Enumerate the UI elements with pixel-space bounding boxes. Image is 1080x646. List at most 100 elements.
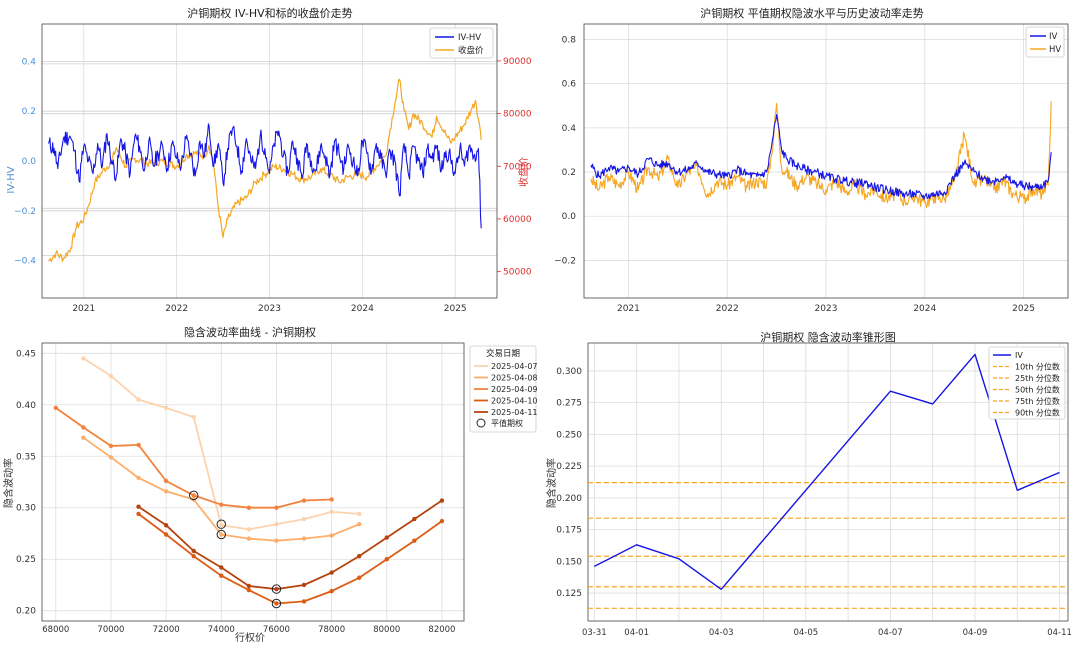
iv-hv-trend-chart: 沪铜期权 平值期权隐波水平与历史波动率走势 2021 2022 2023 2024 20… (554, 6, 1069, 314)
legend-label: 收盘价 (458, 45, 484, 56)
x-tick-label: 2024 (913, 304, 936, 314)
y-tick-label: 0.45 (16, 349, 36, 359)
x-tick-label: 04-05 (793, 628, 818, 638)
smile-point (163, 405, 169, 411)
smile-point (274, 538, 279, 543)
smile-point (246, 527, 252, 532)
chart-title: 隐含波动率曲线 - 沪铜期权 (184, 325, 316, 339)
smile-point (136, 475, 141, 481)
x-tick-label: 78000 (318, 625, 345, 635)
x-tick-label: 68000 (42, 625, 69, 635)
y-axis-label: 隐含波动率 (545, 458, 558, 508)
smile-point (329, 588, 334, 594)
plot-frame (41, 342, 465, 622)
x-tick-label: 04-09 (963, 628, 988, 638)
plot-frame (583, 23, 1069, 299)
x-tick-label: 03-31 (582, 628, 607, 638)
y-tick-label: 0.175 (556, 526, 582, 536)
iv-hv-line (47, 123, 482, 229)
smile-point (81, 435, 86, 440)
x-tick-label: 04-01 (624, 628, 649, 638)
x-tick-label: 70000 (97, 625, 124, 635)
y-tick-label: 0.200 (556, 494, 582, 504)
x-axis-label: 行权价 (235, 631, 265, 644)
smile-point (412, 538, 417, 543)
smile-point (163, 532, 169, 537)
legend-label: HV (1049, 45, 1061, 55)
smile-point (246, 583, 252, 589)
chart-title: 沪铜期权 IV-HV和标的收盘价走势 (187, 6, 352, 20)
iv-line (590, 114, 1052, 200)
y-tick-label: 0.40 (16, 401, 36, 411)
legend-atm-swatch (476, 418, 486, 428)
y-tick-label: −0.4 (14, 257, 36, 267)
smile-point (384, 535, 389, 540)
x-tick-label: 04-07 (878, 628, 903, 638)
y2-tick-label: 90000 (503, 57, 532, 67)
x-tick-label: 82000 (428, 625, 455, 635)
chart-title: 沪铜期权 平值期权隐波水平与历史波动率走势 (700, 6, 924, 20)
y-tick-label: 0.0 (22, 157, 37, 167)
y2-tick-label: 70000 (503, 162, 532, 172)
smile-point (439, 518, 445, 524)
legend-label: 90th 分位数 (1015, 408, 1060, 418)
y-tick-label: 0.30 (16, 504, 36, 514)
y-tick-label: 0.150 (556, 557, 582, 567)
smile-point (191, 414, 196, 420)
legend-label: 2025-04-07 (491, 362, 538, 371)
smile-point (274, 586, 279, 592)
y2-axis-label: 收盘价 (517, 157, 530, 187)
smile-point (191, 493, 196, 498)
x-tick-label: 2021 (72, 304, 95, 314)
legend-label: 2025-04-10 (491, 397, 538, 406)
y2-tick-label: 50000 (503, 268, 532, 278)
smile-point (301, 599, 307, 604)
x-tick-label: 2023 (258, 304, 281, 314)
smile-point (136, 397, 141, 402)
y-tick-label: 0.2 (562, 168, 576, 178)
x-tick-label: 2025 (1012, 304, 1035, 314)
legend-label: 25th 分位数 (1015, 373, 1060, 383)
smile-line (55, 407, 332, 509)
y-tick-label: 0.35 (16, 452, 36, 462)
smile-point (329, 509, 334, 515)
atm-marker (216, 519, 226, 529)
y-tick-label: 0.275 (556, 399, 582, 409)
smile-point (301, 582, 307, 588)
smile-line (137, 513, 443, 605)
y-tick-label: 0.250 (556, 430, 582, 440)
smile-point (301, 516, 307, 522)
y-tick-label: 0.6 (562, 80, 577, 90)
smile-point (163, 478, 169, 484)
x-tick-label: 2023 (815, 304, 838, 314)
smile-point (108, 443, 114, 449)
legend-box (469, 345, 537, 433)
smile-point (301, 536, 307, 541)
plot-frame (587, 342, 1069, 622)
smile-point (219, 532, 224, 537)
legend-label: 2025-04-08 (491, 374, 538, 383)
legend-label: 2025-04-11 (491, 408, 538, 417)
smile-point (136, 511, 141, 517)
atm-marker (216, 529, 226, 540)
atm-marker (271, 598, 282, 609)
chart-title: 沪铜期权 隐含波动率锥形图 (760, 330, 896, 344)
legend-label: 75th 分位数 (1015, 396, 1060, 406)
smile-point (108, 455, 114, 460)
y-tick-label: 0.125 (556, 589, 582, 599)
y-tick-label: 0.0 (562, 212, 577, 222)
smile-point (384, 557, 389, 562)
smile-point (163, 523, 169, 528)
x-tick-label: 2022 (716, 304, 739, 314)
x-tick-label: 2022 (165, 304, 188, 314)
y-tick-label: 0.8 (562, 35, 577, 45)
legend-label: 2025-04-09 (491, 385, 538, 394)
x-tick-label: 80000 (373, 625, 400, 635)
smile-point (219, 573, 224, 578)
smile-point (246, 536, 252, 541)
smile-point (274, 601, 279, 606)
y-tick-label: 0.25 (16, 555, 36, 565)
x-tick-label: 72000 (153, 625, 180, 635)
atm-marker (271, 584, 282, 594)
